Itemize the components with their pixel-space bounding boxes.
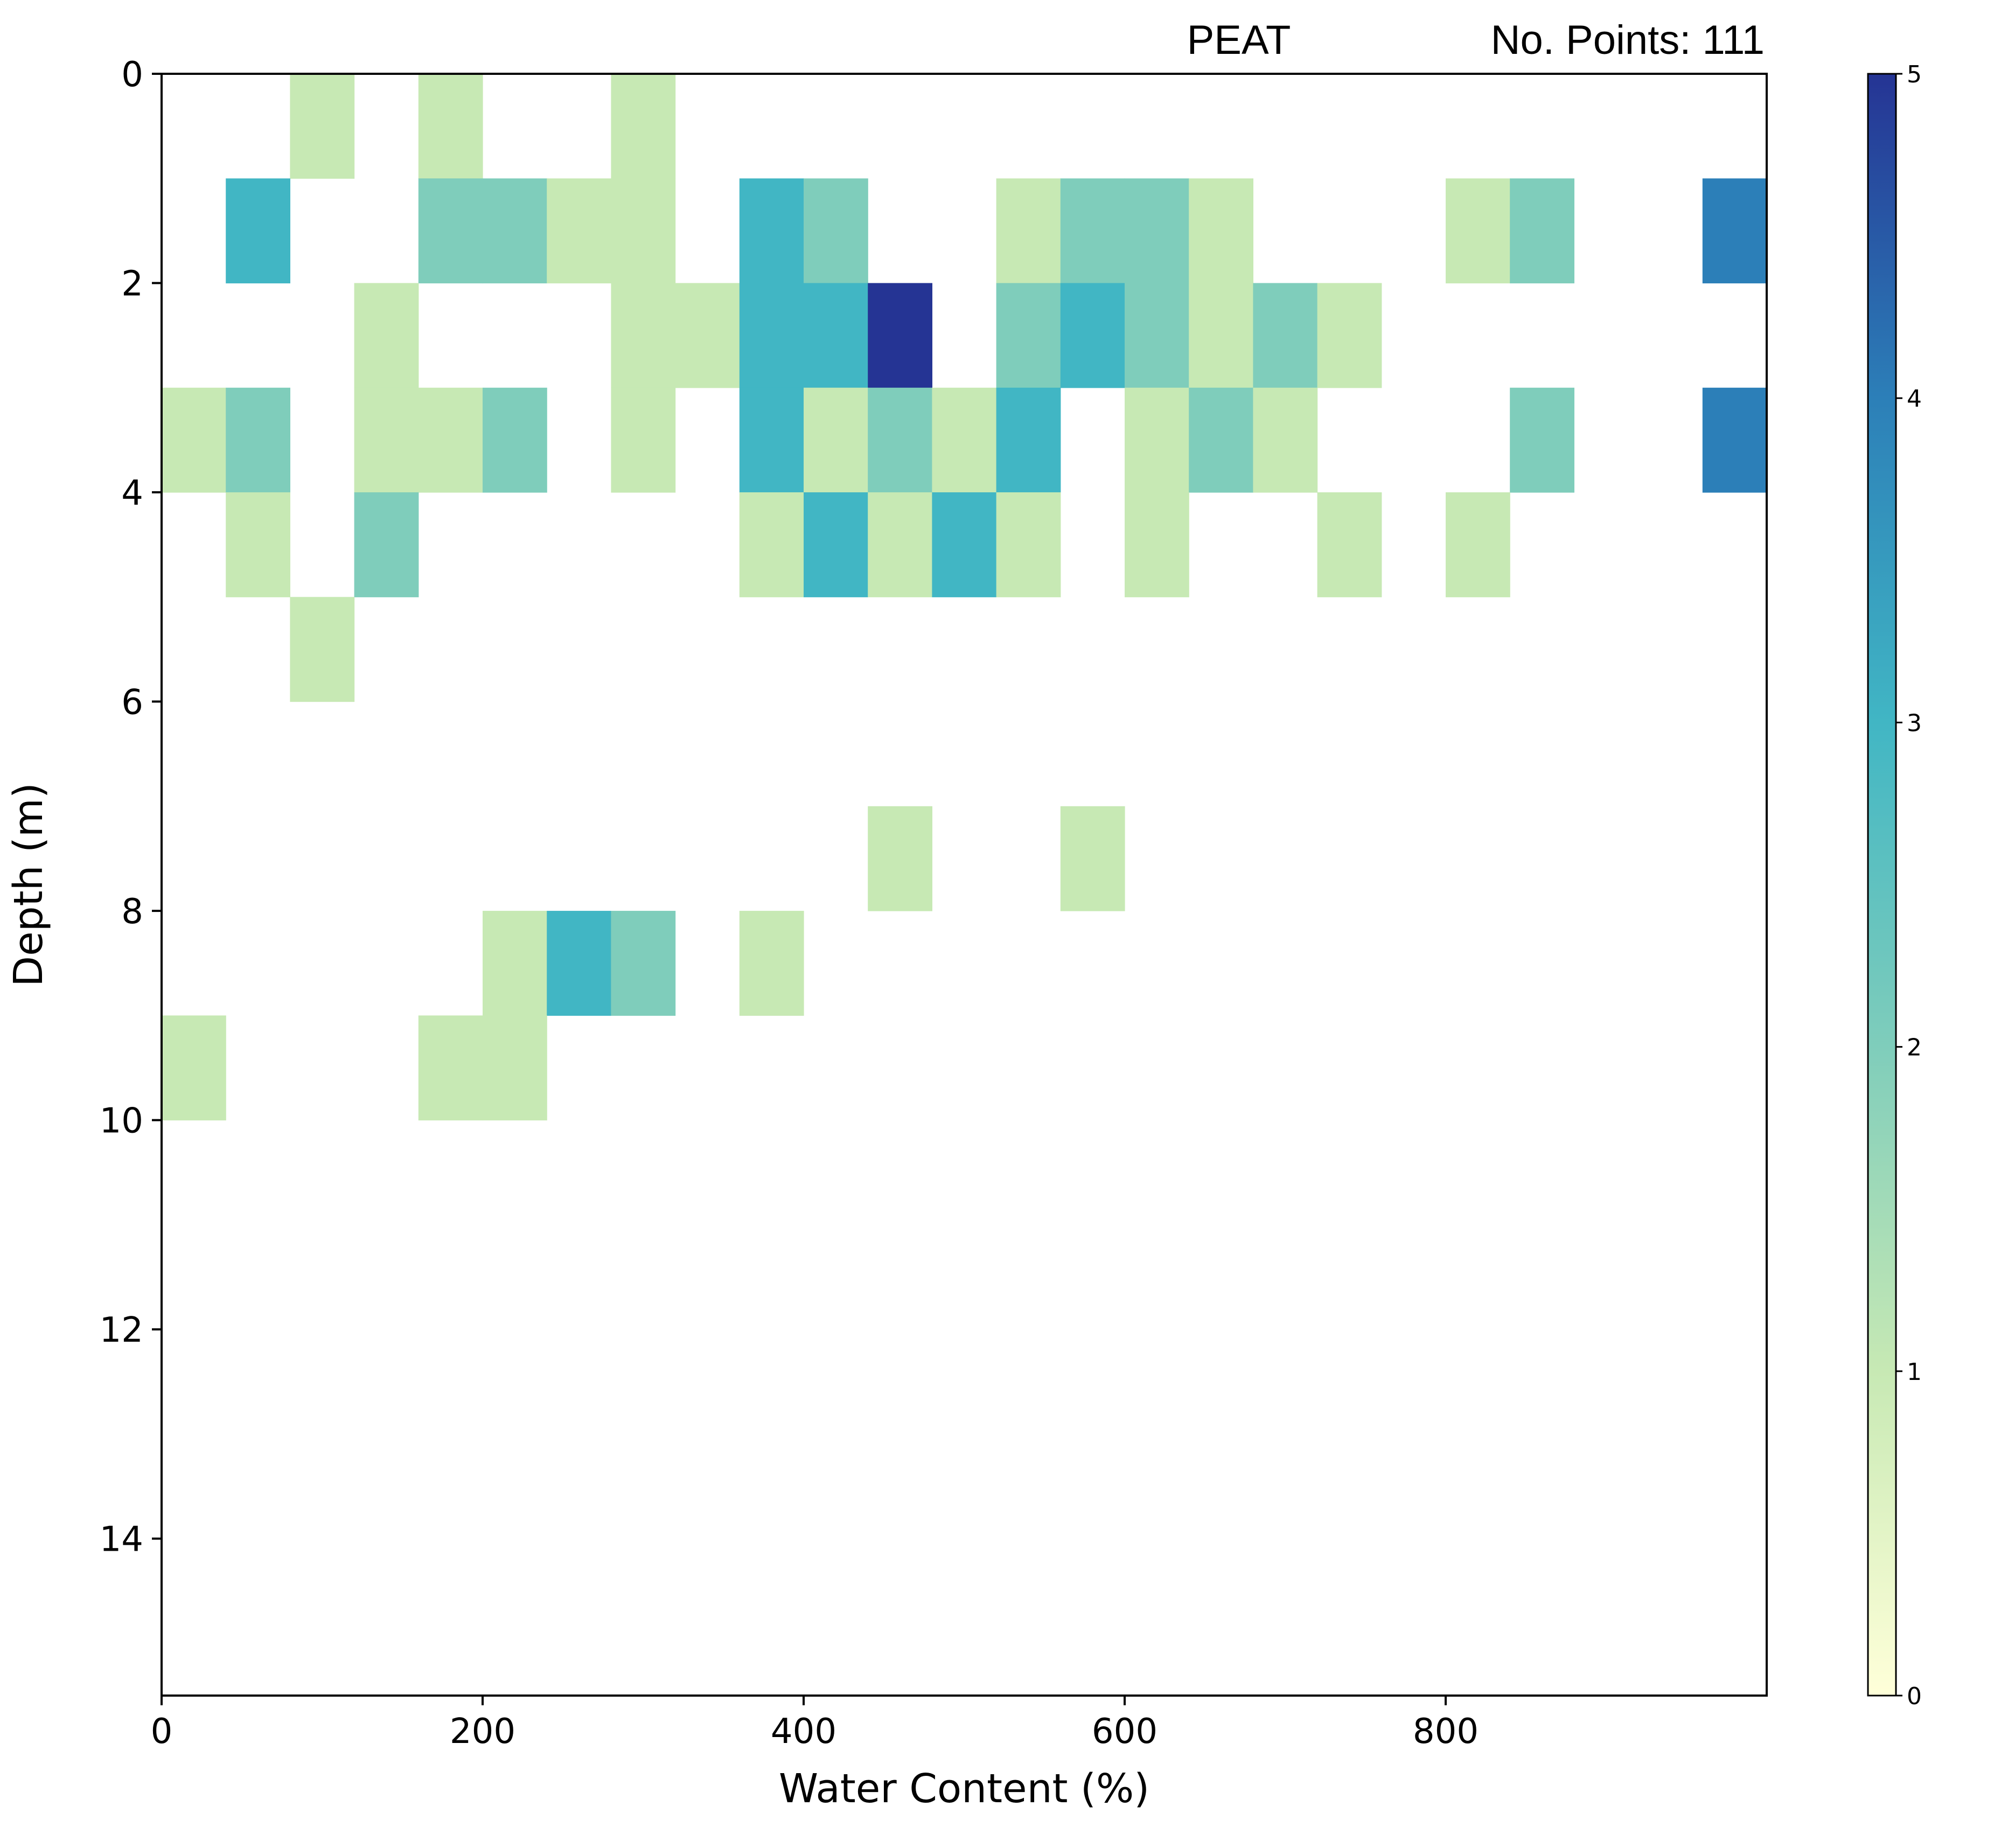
heatmap-cell — [162, 1015, 226, 1121]
colorbar — [1867, 73, 1897, 1697]
heatmap-cell — [996, 283, 1061, 388]
heatmap-cell — [1253, 283, 1318, 388]
y-axis-ticks: 0 2 4 6 8 10 12 14 — [100, 55, 162, 1560]
heatmap-cell — [1317, 492, 1382, 597]
colorbar-tick-label: 4 — [1907, 385, 1922, 413]
heatmap-cell — [996, 387, 1061, 493]
y-tick-label: 4 — [121, 473, 143, 513]
heatmap-cell — [804, 492, 868, 597]
heatmap-cell — [804, 387, 868, 493]
heatmap-cell — [547, 911, 611, 1016]
heatmap-cells — [162, 74, 1767, 1121]
heatmap-cell — [804, 283, 868, 388]
soil-type-annotation: PEAT — [1187, 17, 1291, 63]
heatmap-cell — [1125, 387, 1189, 493]
colorbar-tick-label: 0 — [1907, 1683, 1922, 1710]
plot-frame — [161, 73, 1768, 1697]
heatmap-cell — [1446, 492, 1510, 597]
y-axis-label: Depth (m) — [5, 783, 52, 987]
x-axis-label: Water Content (%) — [779, 1766, 1149, 1812]
heatmap-cell — [290, 597, 355, 702]
heatmap-cell — [611, 74, 676, 179]
heatmap-cell — [1189, 283, 1253, 388]
colorbar-tick-label: 3 — [1907, 709, 1922, 737]
heatmap-cell — [1060, 178, 1125, 284]
heatmap-cell — [547, 178, 611, 284]
colorbar-ticks: 0 1 2 3 4 5 — [1896, 61, 1922, 1710]
heatmap-cell — [1060, 806, 1125, 911]
heatmap-cell — [932, 387, 997, 493]
heatmap-cell — [483, 911, 547, 1016]
heatmap-cell — [483, 387, 547, 493]
y-tick-label: 2 — [121, 264, 143, 304]
y-tick-label: 0 — [121, 55, 143, 95]
heatmap-cell — [804, 178, 868, 284]
heatmap-cell — [1510, 178, 1574, 284]
heatmap-cell — [1510, 387, 1574, 493]
heatmap-cell — [226, 178, 290, 284]
heatmap-cell — [1125, 178, 1189, 284]
heatmap-cell — [1125, 283, 1189, 388]
heatmap-cell — [418, 387, 483, 493]
heatmap-cell — [1702, 387, 1767, 493]
x-tick-label: 600 — [1092, 1712, 1158, 1752]
heatmap-cell — [996, 178, 1061, 284]
heatmap-cell — [1702, 178, 1767, 284]
heatmap-cell — [354, 387, 419, 493]
heatmap-cell — [226, 387, 290, 493]
heatmap-cell — [162, 387, 226, 493]
heatmap-cell — [868, 387, 932, 493]
heatmap-cell — [868, 806, 932, 911]
heatmap-cell — [1446, 178, 1510, 284]
x-tick-label: 800 — [1413, 1712, 1479, 1752]
heatmap-cell — [611, 178, 676, 284]
heatmap-cell — [739, 283, 804, 388]
heatmap-cell — [739, 492, 804, 597]
colorbar-tick-label: 1 — [1907, 1358, 1922, 1386]
heatmap-cell — [611, 387, 676, 493]
y-tick-label: 6 — [121, 683, 143, 723]
heatmap-cell — [418, 1015, 483, 1121]
points-count-annotation: No. Points: 111 — [1491, 17, 1765, 63]
heatmap-cell — [1317, 283, 1382, 388]
heatmap-cell — [1189, 178, 1253, 284]
colorbar-tick-label: 5 — [1907, 61, 1922, 88]
heatmap-cell — [226, 492, 290, 597]
heatmap-cell — [868, 492, 932, 597]
heatmap-cell — [739, 387, 804, 493]
heatmap-cell — [418, 74, 483, 179]
heatmap-cell — [739, 911, 804, 1016]
heatmap-cell — [354, 492, 419, 597]
y-tick-label: 12 — [100, 1310, 143, 1350]
heatmap-cell — [483, 178, 547, 284]
heatmap-cell — [675, 283, 740, 388]
heatmap-cell — [1253, 387, 1318, 493]
heatmap-cell — [739, 178, 804, 284]
colorbar-tick-label: 2 — [1907, 1034, 1922, 1062]
x-tick-label: 400 — [771, 1712, 836, 1752]
heatmap-cell — [418, 178, 483, 284]
heatmap-cell — [290, 74, 355, 179]
heatmap-cell — [1060, 283, 1125, 388]
x-axis-ticks: 0 200 400 600 800 — [151, 1696, 1479, 1752]
heatmap-cell — [611, 911, 676, 1016]
heatmap-cell — [1125, 492, 1189, 597]
heatmap-cell — [996, 492, 1061, 597]
heatmap-cell — [932, 492, 997, 597]
heatmap-cell — [354, 283, 419, 388]
y-tick-label: 14 — [100, 1520, 143, 1560]
heatmap-cell — [483, 1015, 547, 1121]
x-tick-label: 0 — [151, 1712, 173, 1752]
heatmap-cell — [1189, 387, 1253, 493]
heatmap-cell — [868, 283, 932, 388]
y-tick-label: 8 — [121, 892, 143, 932]
y-tick-label: 10 — [100, 1101, 143, 1141]
x-tick-label: 200 — [450, 1712, 515, 1752]
heatmap-cell — [611, 283, 676, 388]
